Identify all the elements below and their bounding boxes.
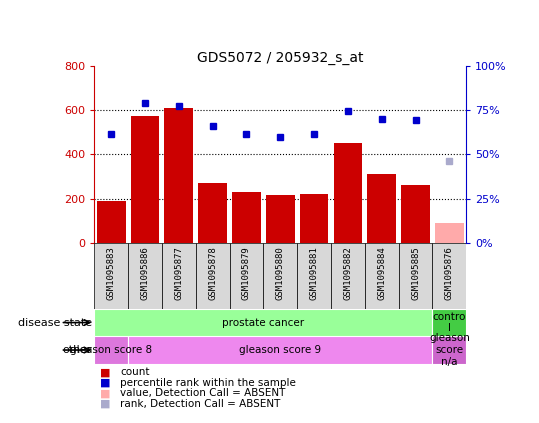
Bar xyxy=(432,309,466,336)
Text: GSM1095879: GSM1095879 xyxy=(242,247,251,300)
Bar xyxy=(432,243,466,309)
Text: gleason
score
n/a: gleason score n/a xyxy=(429,333,470,367)
Text: percentile rank within the sample: percentile rank within the sample xyxy=(120,378,296,388)
Text: other: other xyxy=(62,345,92,355)
Bar xyxy=(399,243,432,309)
Text: GSM1095878: GSM1095878 xyxy=(208,247,217,300)
Bar xyxy=(130,115,160,243)
Text: GSM1095885: GSM1095885 xyxy=(411,247,420,300)
Text: ■: ■ xyxy=(100,388,110,398)
Bar xyxy=(334,143,362,243)
Bar xyxy=(368,174,396,243)
Text: GSM1095883: GSM1095883 xyxy=(107,247,116,300)
Bar xyxy=(196,243,230,309)
Bar xyxy=(164,108,193,243)
Bar xyxy=(198,183,227,243)
Bar xyxy=(232,192,261,243)
Text: GSM1095884: GSM1095884 xyxy=(377,247,386,300)
Text: gleason score 9: gleason score 9 xyxy=(239,345,321,355)
Text: GSM1095876: GSM1095876 xyxy=(445,247,454,300)
Text: ■: ■ xyxy=(100,378,110,388)
Text: GSM1095880: GSM1095880 xyxy=(276,247,285,300)
Bar xyxy=(128,336,432,364)
Text: value, Detection Call = ABSENT: value, Detection Call = ABSENT xyxy=(120,388,286,398)
Text: GSM1095882: GSM1095882 xyxy=(343,247,353,300)
Bar xyxy=(97,201,126,243)
Text: ■: ■ xyxy=(100,399,110,409)
Bar xyxy=(264,243,297,309)
Bar xyxy=(162,243,196,309)
Text: contro
l: contro l xyxy=(433,312,466,333)
Bar xyxy=(94,336,128,364)
Text: GSM1095877: GSM1095877 xyxy=(174,247,183,300)
Bar xyxy=(365,243,399,309)
Bar xyxy=(432,336,466,364)
Bar xyxy=(435,223,464,243)
Text: GSM1095881: GSM1095881 xyxy=(309,247,319,300)
Bar xyxy=(266,195,295,243)
Text: prostate cancer: prostate cancer xyxy=(222,318,305,327)
Text: gleason score 8: gleason score 8 xyxy=(70,345,153,355)
Title: GDS5072 / 205932_s_at: GDS5072 / 205932_s_at xyxy=(197,50,363,65)
Text: rank, Detection Call = ABSENT: rank, Detection Call = ABSENT xyxy=(120,399,281,409)
Bar xyxy=(128,243,162,309)
Text: GSM1095886: GSM1095886 xyxy=(141,247,149,300)
Bar xyxy=(300,195,328,243)
Bar xyxy=(94,243,128,309)
Text: disease state: disease state xyxy=(17,318,92,327)
Text: count: count xyxy=(120,367,150,377)
Text: ■: ■ xyxy=(100,367,110,377)
Bar xyxy=(401,185,430,243)
Bar xyxy=(297,243,331,309)
Bar xyxy=(331,243,365,309)
Bar xyxy=(230,243,264,309)
